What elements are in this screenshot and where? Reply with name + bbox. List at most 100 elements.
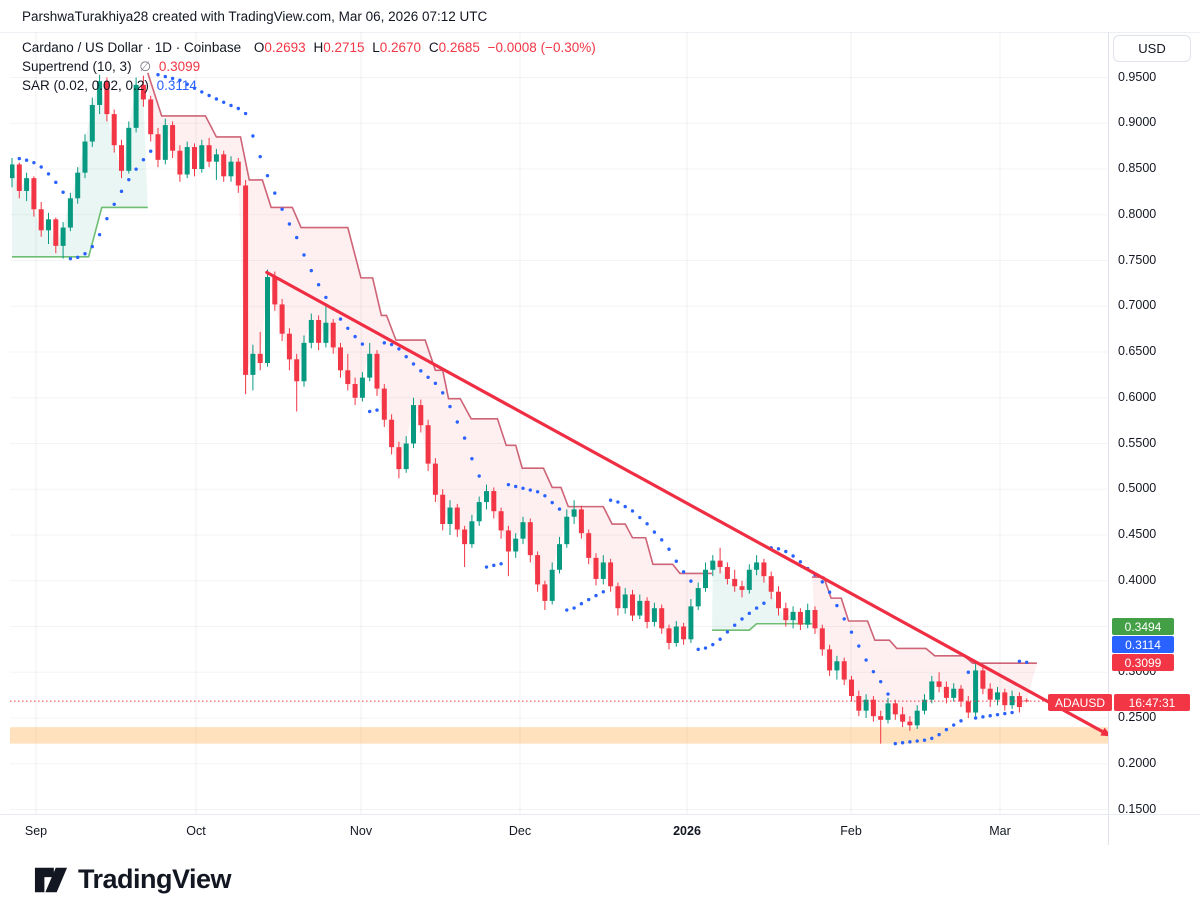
sar-dot — [368, 409, 372, 414]
candle-body — [228, 161, 234, 177]
price-tick-label: 0.6000 — [1118, 389, 1157, 404]
sar-dot — [214, 97, 219, 101]
sar-dot — [287, 222, 292, 226]
sar-dot — [893, 741, 897, 746]
candle-body — [878, 716, 884, 720]
sar-dot — [141, 158, 146, 162]
currency-toggle-button[interactable]: USD — [1113, 35, 1191, 62]
trendline-arrow-head — [1100, 727, 1108, 737]
sar-dot — [309, 268, 313, 273]
sar-dot — [572, 606, 576, 610]
sar-dot — [550, 500, 554, 505]
price-tick-label: 0.9000 — [1118, 115, 1157, 130]
candle-body — [571, 509, 577, 517]
sar-dot — [681, 570, 686, 574]
candle-body — [46, 219, 51, 231]
sar-dot — [302, 253, 306, 257]
sar-dot — [791, 554, 795, 558]
sar-dot — [170, 76, 175, 81]
sar-dot — [703, 646, 708, 650]
price-tick-label: 0.1500 — [1118, 801, 1157, 816]
candle-body — [60, 227, 66, 246]
sar-dot — [316, 283, 321, 287]
legend-supertrend-row[interactable]: Supertrend (10, 3) ∅ 0.3099 — [22, 57, 596, 76]
candle-body — [330, 322, 336, 348]
sar-dot — [484, 565, 489, 569]
sar-dot — [922, 738, 927, 742]
candle-body — [929, 681, 935, 700]
sar-dot — [733, 623, 737, 627]
sar-dot — [163, 74, 167, 79]
candle-body — [557, 544, 562, 570]
supertrend-value: 0.3099 — [158, 59, 201, 74]
change-value: −0.0008 (−0.30%) — [487, 40, 596, 55]
price-tick-label: 0.4500 — [1118, 527, 1157, 541]
candle-body — [133, 84, 139, 128]
sar-dot — [762, 601, 766, 605]
price-tick-label: 0.5500 — [1118, 435, 1157, 450]
candle-body — [907, 721, 913, 726]
sar-dot — [754, 606, 759, 610]
sar-dot — [360, 342, 365, 346]
sar-dot — [930, 736, 934, 741]
candle-body — [651, 608, 657, 622]
candle-body — [199, 145, 205, 169]
candle-body — [797, 611, 803, 625]
supertrend-fill-down — [147, 72, 713, 643]
candle-body — [447, 507, 453, 525]
sar-dot — [959, 719, 963, 723]
sar-dot — [973, 716, 978, 720]
sar-dot — [630, 509, 635, 513]
sar-dot — [820, 580, 824, 584]
sar-dot — [112, 202, 116, 206]
sar-dot — [404, 354, 408, 359]
sar-dot — [645, 522, 649, 526]
sar-dot — [1025, 660, 1029, 664]
candle-body — [462, 529, 468, 545]
time-tick-label: Oct — [186, 824, 206, 838]
open-label: O — [253, 40, 265, 55]
legend-sar-row[interactable]: SAR (0.02, 0.02, 0.2) 0.3114 — [22, 76, 596, 95]
price-tick-label: 0.6500 — [1118, 344, 1157, 358]
sar-dot — [1017, 659, 1022, 663]
sar-dot — [784, 549, 788, 554]
sar-dot — [886, 692, 890, 696]
candle-body — [301, 342, 307, 382]
candle-body — [710, 560, 716, 570]
sar-dot — [68, 256, 73, 261]
candle-body — [286, 333, 292, 360]
candle-body — [221, 154, 227, 177]
candle-body — [900, 714, 906, 722]
legend-symbol-row[interactable]: Cardano / US Dollar · 1D · Coinbase O0.2… — [22, 38, 596, 57]
candle-body — [352, 384, 358, 398]
candle-body — [586, 533, 592, 558]
sar-dot — [229, 103, 233, 108]
candle-body — [177, 150, 183, 175]
sar-dot — [492, 563, 496, 568]
candle-body — [805, 610, 811, 625]
time-tick-label: Feb — [840, 824, 862, 838]
sar-dot — [477, 474, 481, 478]
trendline[interactable] — [265, 270, 1108, 737]
sar-dot — [988, 714, 992, 718]
sar-dot — [747, 611, 751, 616]
sar-dot — [543, 494, 547, 498]
tradingview-logo[interactable]: TradingView — [34, 864, 232, 895]
candle-body — [943, 686, 949, 698]
candle-body — [637, 600, 643, 616]
supertrend-line-down — [812, 576, 1037, 664]
sar-dot — [565, 608, 569, 612]
sar-dot — [411, 362, 416, 366]
sar-dot — [149, 149, 153, 153]
candle-body — [673, 626, 679, 643]
sar-dot — [280, 207, 284, 211]
candle-body — [564, 516, 570, 545]
candle-body — [717, 560, 723, 568]
candle-body — [170, 125, 176, 151]
sar-dot — [623, 504, 627, 509]
tradingview-wordmark: TradingView — [78, 864, 232, 894]
candle-body — [104, 81, 110, 115]
candle-body — [739, 586, 745, 590]
sar-dot — [499, 562, 503, 566]
